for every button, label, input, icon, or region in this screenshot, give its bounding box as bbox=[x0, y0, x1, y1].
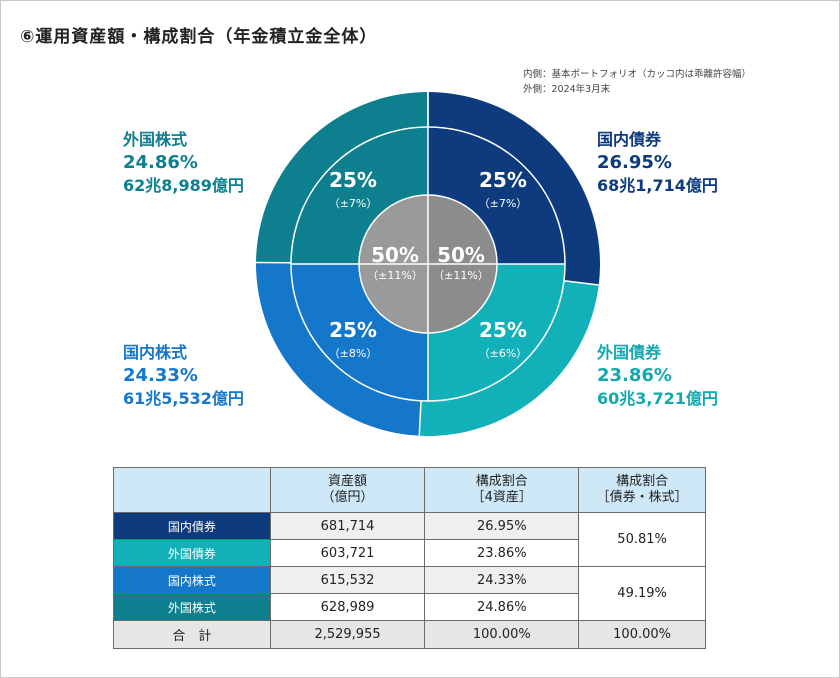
label-domestic-stocks-amount: 61兆5,532億円 bbox=[123, 389, 244, 408]
label-foreign-stocks: 外国株式 24.86% 62兆8,989億円 bbox=[123, 128, 244, 197]
label-domestic-bonds-pct: 26.95% bbox=[597, 152, 672, 173]
outer-slice bbox=[428, 92, 600, 286]
outer-slice-edge bbox=[563, 279, 599, 286]
middle-slice bbox=[428, 264, 565, 401]
label-foreign-bonds-name: 外国債券 bbox=[597, 343, 662, 362]
row-ratio: 24.33% bbox=[424, 566, 580, 594]
label-domestic-stocks-name: 国内株式 bbox=[123, 343, 188, 362]
total-label: 合 計 bbox=[113, 620, 271, 649]
label-foreign-bonds-amount: 60兆3,721億円 bbox=[597, 389, 718, 408]
page-title: ⑥運用資産額・構成割合（年金積立金全体） bbox=[20, 27, 378, 47]
label-domestic-bonds-name: 国内債券 bbox=[597, 130, 662, 149]
row-amount: 681,714 bbox=[269, 512, 426, 540]
row-name-foreign-stocks: 外国株式 bbox=[113, 593, 271, 621]
middle-range-label: （±8%） bbox=[329, 347, 378, 360]
ring-dividers bbox=[256, 92, 599, 436]
legend-note-inner: 内側：基本ポートフォリオ（カッコ内は乖離許容幅） bbox=[523, 69, 752, 80]
table-row: 外国株式 628,989 24.86% bbox=[113, 593, 706, 621]
table-header-row: 資産額 （億円） 構成割合 ［4資産］ 構成割合 ［債券・株式］ bbox=[113, 467, 706, 513]
middle-range-label: （±7%） bbox=[329, 197, 378, 210]
middle-pct-label: 25% bbox=[479, 318, 527, 342]
middle-pct-label: 25% bbox=[479, 168, 527, 192]
row-amount: 603,721 bbox=[269, 539, 426, 567]
row-name-domestic-stocks: 国内株式 bbox=[113, 566, 271, 594]
table-row: 外国債券 603,721 23.86% bbox=[113, 539, 706, 567]
header-blank bbox=[113, 467, 271, 513]
table-row: 国内債券 681,714 26.95% 50.81% bbox=[113, 512, 706, 567]
row-ratio: 24.86% bbox=[424, 593, 580, 621]
middle-slice bbox=[428, 127, 565, 264]
donut-chart: 25% （±7%） 25% （±6%） 25% （±8%） 25% （±7%） 50% （±11%… bbox=[255, 92, 600, 436]
table-row: 国内株式 615,532 24.33% 49.19% bbox=[113, 566, 706, 621]
total-group-ratio: 100.00% bbox=[578, 620, 706, 649]
inner-pct-label: 50% bbox=[371, 243, 419, 267]
table-total-row: 合 計 2,529,955 100.00% 100.00% bbox=[113, 620, 706, 649]
label-domestic-stocks: 国内株式 24.33% 61兆5,532億円 bbox=[123, 341, 244, 410]
label-foreign-bonds: 外国債券 23.86% 60兆3,721億円 bbox=[597, 341, 718, 410]
middle-range-label: （±7%） bbox=[479, 197, 528, 210]
middle-range-label: （±6%） bbox=[479, 347, 528, 360]
inner-pct-label: 50% bbox=[437, 243, 485, 267]
row-ratio: 26.95% bbox=[424, 512, 580, 540]
middle-slice bbox=[291, 127, 428, 264]
label-domestic-bonds-amount: 68兆1,714億円 bbox=[597, 176, 718, 195]
label-domestic-stocks-pct: 24.33% bbox=[123, 365, 198, 386]
label-foreign-stocks-name: 外国株式 bbox=[123, 130, 188, 149]
label-foreign-stocks-pct: 24.86% bbox=[123, 152, 198, 173]
row-name-domestic-bonds: 国内債券 bbox=[113, 512, 271, 540]
row-amount: 615,532 bbox=[269, 566, 426, 594]
middle-ring bbox=[291, 127, 565, 401]
row-amount: 628,989 bbox=[269, 593, 426, 621]
group-ratio-stocks: 49.19% bbox=[578, 566, 706, 621]
middle-pct-label: 25% bbox=[329, 318, 377, 342]
row-name-foreign-bonds: 外国債券 bbox=[113, 539, 271, 567]
label-foreign-stocks-amount: 62兆8,989億円 bbox=[123, 176, 244, 195]
allocation-table: 資産額 （億円） 構成割合 ［4資産］ 構成割合 ［債券・株式］ 国内債券 681,7… bbox=[113, 467, 706, 649]
middle-pct-label: 25% bbox=[329, 168, 377, 192]
middle-slice bbox=[291, 264, 428, 401]
label-domestic-bonds: 国内債券 26.95% 68兆1,714億円 bbox=[597, 128, 718, 197]
label-foreign-bonds-pct: 23.86% bbox=[597, 365, 672, 386]
header-ratio-4assets: 構成割合 ［4資産］ bbox=[424, 467, 580, 513]
outer-slice-edge bbox=[418, 400, 422, 436]
row-ratio: 23.86% bbox=[424, 539, 580, 567]
ring-border bbox=[358, 194, 498, 334]
group-ratio-bonds: 50.81% bbox=[578, 512, 706, 567]
header-amount: 資産額 （億円） bbox=[269, 467, 426, 513]
inner-range-label: （±11%） bbox=[433, 269, 489, 282]
total-amount: 2,529,955 bbox=[269, 620, 426, 649]
inner-range-label: （±11%） bbox=[367, 269, 423, 282]
legend-note-outer: 外側：2024年3月末 bbox=[523, 84, 611, 95]
total-ratio: 100.00% bbox=[424, 620, 580, 649]
ring-labels: 25% （±7%） 25% （±6%） 25% （±8%） 25% （±7%） 50% （±11%… bbox=[329, 168, 528, 360]
header-ratio-bond-stock: 構成割合 ［債券・株式］ bbox=[578, 467, 706, 513]
outer-slice bbox=[256, 92, 428, 263]
